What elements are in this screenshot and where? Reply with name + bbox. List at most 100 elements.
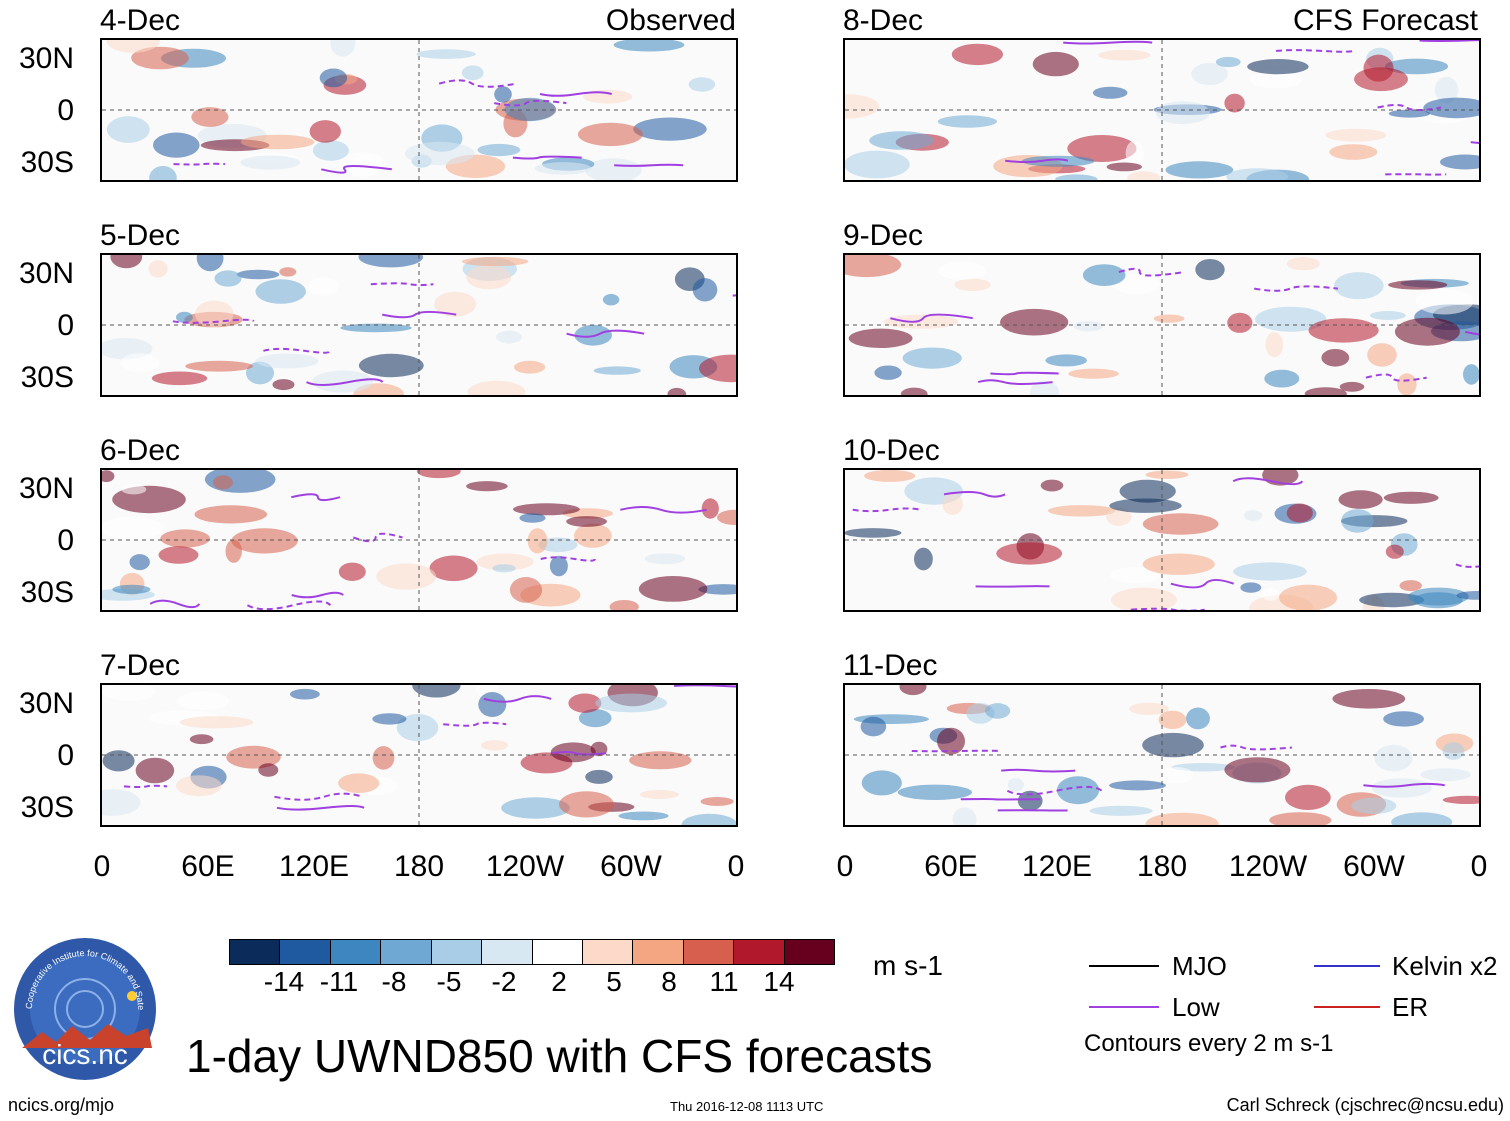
lat-label: 0: [57, 524, 74, 557]
anomaly-blob: [574, 523, 612, 548]
anomaly-blob: [501, 797, 570, 819]
anomaly-blob: [845, 528, 902, 538]
map-field: [845, 685, 1479, 825]
anomaly-blob: [466, 481, 508, 492]
map-field: [845, 255, 1479, 395]
anomaly-blob: [135, 757, 175, 784]
anomaly-blob: [358, 255, 424, 268]
anomaly-blob: [698, 584, 736, 595]
colorbar-tick: 14: [763, 966, 795, 997]
contour-line: [438, 79, 517, 88]
forecast-label: CFS Forecast: [1292, 4, 1478, 37]
anomaly-blob: [338, 562, 366, 581]
colorbar-swatch: [532, 940, 583, 964]
colorbar-unit: m s-1: [873, 950, 943, 981]
anomaly-blob: [492, 564, 516, 573]
anomaly-blob: [338, 152, 387, 177]
anomaly-blob: [513, 503, 580, 516]
anomaly-blob: [416, 470, 461, 479]
anomaly-blob: [1098, 49, 1151, 61]
anomaly-blob: [246, 361, 274, 385]
map-panel-forecast-1: [843, 38, 1481, 182]
anomaly-blob: [429, 555, 478, 582]
anomaly-blob: [845, 94, 880, 119]
contour-line: [943, 491, 1006, 498]
footer-author: Carl Schreck (cjschrec@ncsu.edu): [1226, 1095, 1504, 1115]
map-panel-forecast-3: [843, 468, 1481, 612]
anomaly-blob: [692, 278, 718, 302]
anomaly-blob: [644, 553, 686, 565]
lon-label: 60E: [924, 850, 978, 883]
anomaly-blob: [861, 770, 902, 796]
anomaly-blob: [667, 387, 687, 395]
anomaly-blob: [1397, 373, 1417, 395]
colorbar-tick: 8: [661, 966, 677, 997]
anomaly-blob: [1247, 59, 1309, 75]
anomaly-blob: [461, 65, 484, 81]
anomaly-blob: [593, 366, 641, 375]
anomaly-blob: [106, 40, 160, 53]
anomaly-blob: [937, 115, 997, 128]
contour-line: [173, 162, 226, 166]
anomaly-blob: [1125, 140, 1144, 167]
mjo-legend-line: [1089, 965, 1159, 967]
anomaly-blob: [1040, 479, 1064, 492]
contour-line: [1006, 785, 1103, 796]
contour-line: [1365, 373, 1427, 382]
contour-line: [276, 805, 365, 811]
anomaly-blob: [633, 117, 707, 141]
colorbar-tick: 11: [709, 966, 739, 997]
anomaly-blob: [158, 546, 199, 564]
anomaly-blob: [681, 813, 736, 825]
anomaly-blob: [1158, 710, 1187, 730]
anomaly-blob: [231, 528, 298, 554]
anomaly-blob: [358, 353, 424, 378]
mjo-legend-label: MJO: [1172, 951, 1227, 981]
anomaly-blob: [534, 162, 592, 175]
anomaly-blob: [700, 797, 734, 806]
anomaly-blob: [404, 141, 475, 166]
anomaly-blob: [121, 484, 147, 495]
anomaly-blob: [1109, 780, 1166, 791]
colorbar-swatches: [229, 939, 835, 965]
map-field: [102, 40, 736, 180]
lat-label: 30S: [20, 146, 74, 179]
contour-line: [149, 599, 201, 609]
anomaly-blob: [1142, 513, 1219, 535]
contour-line: [512, 155, 582, 160]
anomaly-blob: [514, 360, 546, 374]
anomaly-blob: [1226, 168, 1289, 180]
anomaly-blob: [236, 269, 280, 280]
anomaly-blob: [191, 107, 229, 127]
anomaly-blob: [175, 775, 222, 797]
anomaly-blob: [1142, 553, 1215, 575]
anomaly-blob: [1215, 56, 1241, 68]
anomaly-blob: [255, 279, 306, 304]
anomaly-blob: [129, 554, 150, 571]
anomaly-blob: [338, 773, 380, 793]
anomaly-blob: [330, 40, 356, 57]
lat-label: 30N: [18, 687, 74, 720]
anomaly-blob: [481, 740, 509, 751]
anomaly-blob: [583, 89, 633, 104]
map-field: [102, 470, 736, 610]
logo-text: cics.nc: [42, 1039, 128, 1070]
anomaly-blob: [112, 584, 151, 594]
anomaly-blob: [151, 371, 208, 386]
colorbar-tick: 2: [551, 966, 567, 997]
anomaly-blob: [1385, 544, 1404, 559]
anomaly-blob: [996, 542, 1063, 565]
anomaly-blob: [1032, 51, 1079, 77]
colorbar-swatch: [230, 940, 281, 964]
anomaly-blob: [899, 685, 927, 696]
anomaly-blob: [496, 330, 522, 344]
map-field: [102, 255, 736, 395]
lon-label: 0: [836, 850, 854, 883]
anomaly-blob: [1113, 273, 1160, 295]
anomaly-blob: [307, 277, 339, 296]
anomaly-blob: [883, 314, 959, 329]
anomaly-blob: [937, 261, 987, 280]
map-field: [845, 470, 1479, 610]
anomaly-blob: [1082, 264, 1126, 286]
anomaly-blob: [1244, 510, 1263, 521]
